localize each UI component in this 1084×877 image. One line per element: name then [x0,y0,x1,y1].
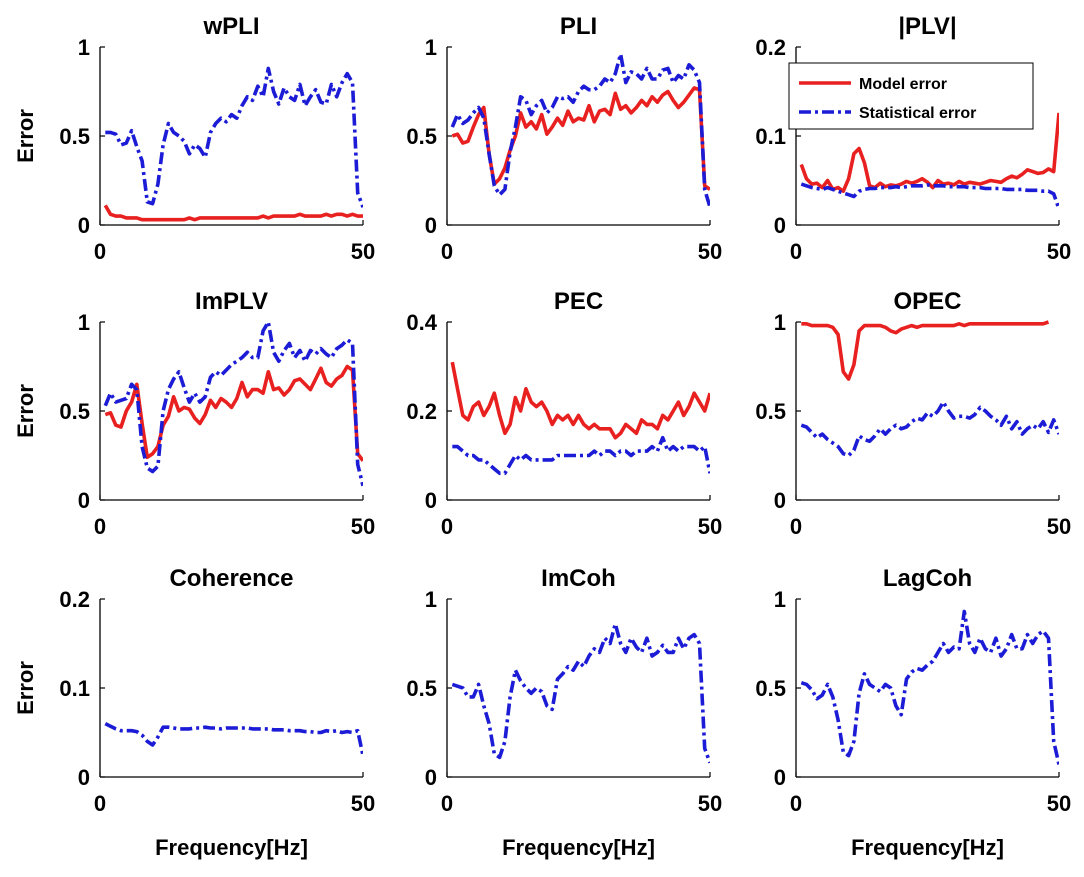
y-tick-label: 0 [78,488,90,513]
x-tick-label: 0 [94,239,106,264]
y-tick-label: 1 [425,587,437,612]
plot-title: OPEC [893,288,961,315]
x-axis-label: Frequency[Hz] [155,835,308,860]
model-error-line [801,320,1050,381]
model-error-line [104,364,363,462]
x-tick-label: 50 [351,791,375,816]
plot-title: LagCoh [883,565,972,592]
x-tick-label: 0 [94,514,106,539]
y-tick-label: 0.5 [59,399,90,424]
y-tick-label: 0.5 [755,676,786,701]
subplot-opec: 0 0.5 1 0 50 OPEC [755,288,1071,539]
subplot-implv: 0 0.5 1 0 50 ImPLV Error [13,288,375,539]
plot-title: ImCoh [541,565,616,592]
y-tick-label: 0.2 [59,587,90,612]
x-tick-label: 0 [441,514,453,539]
plot-title: |PLV| [898,13,956,40]
y-tick-label: 0.1 [59,676,90,701]
x-tick-label: 50 [1047,514,1071,539]
plot-title: Coherence [169,565,293,592]
subplot-wpli: 0 0.5 1 0 50 wPLI Error [13,13,375,264]
plot-title: PLI [560,13,597,40]
plot-title: wPLI [202,13,259,40]
y-tick-label: 0 [774,213,786,238]
x-tick-label: 50 [351,514,375,539]
x-tick-label: 50 [698,791,722,816]
y-tick-label: 0 [774,765,786,790]
x-tick-label: 50 [698,239,722,264]
y-tick-label: 1 [774,310,786,335]
statistical-error-line [103,320,363,487]
y-tick-label: 0.5 [59,124,90,149]
model-error-line [450,361,710,440]
y-tick-label: 0 [425,765,437,790]
y-tick-label: 0.2 [755,35,786,60]
x-tick-label: 50 [1047,791,1071,816]
x-tick-label: 0 [790,791,802,816]
plot-title: ImPLV [195,288,268,315]
y-tick-label: 0 [425,488,437,513]
y-axis-label: Error [13,661,38,715]
x-tick-label: 50 [698,514,722,539]
y-tick-label: 0.5 [755,399,786,424]
statistical-error-line [800,609,1059,765]
statistical-error-line [105,66,363,208]
statistical-error-line [800,400,1059,458]
y-tick-label: 1 [425,35,437,60]
subplot-pli: 0 0.5 1 0 50 PLI [406,13,722,264]
x-tick-label: 0 [441,239,453,264]
statistical-error-line [451,622,710,764]
subplot-imcoh: 0 0.5 1 0 50 ImCoh Frequency[Hz] [406,565,722,860]
y-tick-label: 0.1 [755,124,786,149]
y-tick-label: 0 [774,488,786,513]
y-tick-label: 0 [78,213,90,238]
y-tick-label: 0.5 [406,676,437,701]
x-tick-label: 0 [94,791,106,816]
model-error-line [451,86,710,191]
y-tick-label: 0.5 [406,124,437,149]
legend-box [788,62,1034,130]
x-tick-label: 0 [790,514,802,539]
y-tick-label: 1 [78,35,90,60]
model-error-line [799,112,1059,193]
y-axis-label: Error [13,109,38,163]
x-tick-label: 0 [441,791,453,816]
y-tick-label: 0.4 [406,310,437,335]
legend-entry: Model error [859,76,947,93]
subplot-pec: 0 0.2 0.4 0 50 PEC [406,288,722,539]
x-axis-label: Frequency[Hz] [851,835,1004,860]
x-tick-label: 0 [790,239,802,264]
y-tick-label: 0 [78,765,90,790]
x-tick-label: 50 [1047,239,1071,264]
plot-title: PEC [554,288,603,315]
y-axis-label: Error [13,384,38,438]
legend-entry: Statistical error [859,105,976,122]
y-tick-label: 0.2 [406,399,437,424]
y-tick-label: 1 [78,310,90,335]
statistical-error-line [104,722,363,756]
subplot-coherence: 0 0.1 0.2 0 50 Coherence Error Frequency[Hz] [13,565,375,860]
subplot-plv: 0 0.1 0.2 0 50 |PLV| Model error Statistical er… [755,13,1071,264]
model-error-line [103,204,363,222]
y-tick-label: 0 [425,213,437,238]
y-tick-label: 1 [774,587,786,612]
legend: Model error Statistical error [788,62,1034,130]
subplot-lagcoh: 0 0.5 1 0 50 LagCoh Frequency[Hz] [755,565,1071,860]
statistical-error-line [452,435,710,476]
statistical-error-line [450,52,710,208]
x-axis-label: Frequency[Hz] [502,835,655,860]
x-tick-label: 50 [351,239,375,264]
